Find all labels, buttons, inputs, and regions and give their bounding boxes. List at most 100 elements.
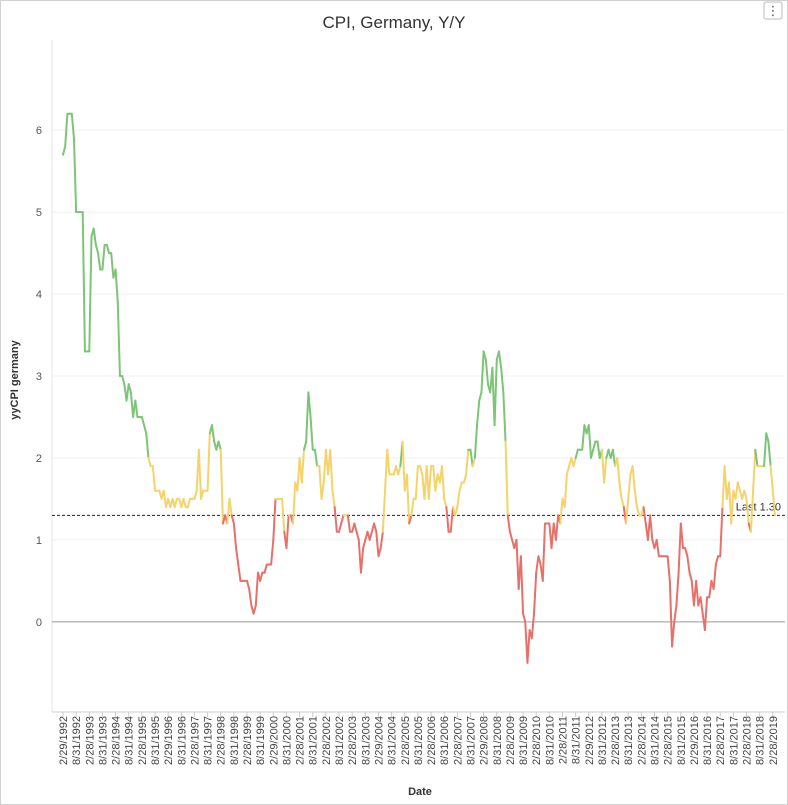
line-segment <box>502 391 507 443</box>
x-tick-label: 2/29/2008 <box>479 716 491 765</box>
x-tick-label: 8/31/1995 <box>150 716 162 765</box>
line-segment <box>603 456 608 484</box>
x-tick-label: 8/31/1994 <box>124 716 136 765</box>
line-segment <box>686 555 691 574</box>
line-segment <box>97 252 102 271</box>
line-segment <box>708 579 713 599</box>
line-segment <box>140 415 146 427</box>
line-segment <box>743 489 748 500</box>
line-segment <box>476 399 481 427</box>
line-segment <box>649 514 654 541</box>
x-tick-label: 2/28/2006 <box>426 716 438 765</box>
line-segment <box>478 391 483 402</box>
line-segment <box>734 481 739 500</box>
line-segment <box>329 448 334 492</box>
line-segment <box>500 366 505 394</box>
x-tick-label: 2/28/2014 <box>636 716 648 765</box>
menu-button[interactable] <box>763 1 783 20</box>
line-segment <box>151 465 157 492</box>
x-tick-label: 2/28/1999 <box>242 716 254 765</box>
line-segment <box>497 350 503 369</box>
line-segment <box>443 497 448 509</box>
line-segment <box>699 596 704 615</box>
line-segment <box>410 497 415 517</box>
line-segment <box>353 522 358 533</box>
line-segment <box>252 604 257 615</box>
line-segment <box>574 448 579 459</box>
x-tick-label: 2/29/1992 <box>58 716 70 765</box>
menu-icon[interactable]: ⋮ <box>767 3 780 18</box>
x-tick-label: 8/31/1992 <box>71 716 83 765</box>
line-segment <box>618 481 623 500</box>
line-segment <box>736 481 741 492</box>
line-segment <box>745 497 750 525</box>
line-segment <box>114 268 119 304</box>
line-segment <box>625 497 630 525</box>
line-segment <box>589 448 595 459</box>
line-segment <box>677 522 682 574</box>
line-segment <box>445 506 450 533</box>
line-segment <box>210 424 216 443</box>
line-segment <box>217 440 222 451</box>
x-tick-label: 8/31/1998 <box>229 716 241 765</box>
line-segment <box>206 432 211 492</box>
x-tick-label: 8/31/1999 <box>255 716 267 765</box>
line-segment <box>302 440 308 451</box>
x-tick-label: 8/31/2010 <box>544 716 556 765</box>
line-segment <box>173 497 178 509</box>
line-segment <box>405 473 411 525</box>
line-segment <box>506 514 511 533</box>
line-segment <box>92 227 97 246</box>
line-segment <box>563 473 568 509</box>
x-tick-label: 2/28/1994 <box>111 716 123 765</box>
line-segment <box>427 465 433 500</box>
x-tick-label: 2/28/2017 <box>715 716 727 765</box>
line-segment <box>719 506 724 558</box>
line-segment <box>313 448 319 468</box>
line-segment <box>219 448 224 525</box>
x-tick-label: 2/28/2015 <box>663 716 675 765</box>
line-segment <box>730 489 735 525</box>
line-segment <box>246 579 251 591</box>
line-segment <box>228 497 233 517</box>
line-segment <box>434 473 439 492</box>
line-segment <box>143 424 148 435</box>
line-segment <box>116 301 121 377</box>
line-segment <box>522 612 527 623</box>
line-segment <box>338 522 343 533</box>
line-segment <box>616 456 621 484</box>
x-tick-label: 8/31/2005 <box>413 716 425 765</box>
x-tick-label: 2/28/2009 <box>505 716 517 765</box>
x-tick-label: 8/31/2001 <box>308 716 320 765</box>
line-segment <box>673 604 678 623</box>
line-segment <box>714 555 720 566</box>
line-segment <box>105 243 111 255</box>
line-segment <box>493 358 498 427</box>
line-segment <box>587 424 592 459</box>
line-segment <box>318 465 323 500</box>
line-segment <box>300 448 305 484</box>
y-tick-label: 6 <box>36 125 42 137</box>
x-tick-label: 2/29/2004 <box>373 716 385 765</box>
line-segment <box>331 489 336 509</box>
x-tick-label: 8/31/2007 <box>465 716 477 765</box>
line-segment <box>235 547 240 566</box>
y-tick-label: 3 <box>36 371 42 383</box>
line-segment <box>307 391 312 418</box>
x-tick-label: 2/28/2003 <box>347 716 359 765</box>
y-tick-label: 0 <box>36 617 42 629</box>
line-segment <box>237 563 242 582</box>
line-segment <box>526 629 531 664</box>
line-segment <box>769 465 774 492</box>
line-segment <box>162 489 167 509</box>
x-tick-label: 8/31/2017 <box>728 716 740 765</box>
line-segment <box>533 571 538 615</box>
line-segment <box>368 530 373 541</box>
x-tick-label: 8/31/2012 <box>597 716 609 765</box>
line-segment <box>541 522 546 582</box>
x-tick-label: 2/28/1993 <box>84 716 96 765</box>
line-segment <box>125 383 130 402</box>
line-segment <box>749 489 755 533</box>
x-tick-label: 8/31/2002 <box>334 716 346 765</box>
line-segment <box>535 555 540 574</box>
